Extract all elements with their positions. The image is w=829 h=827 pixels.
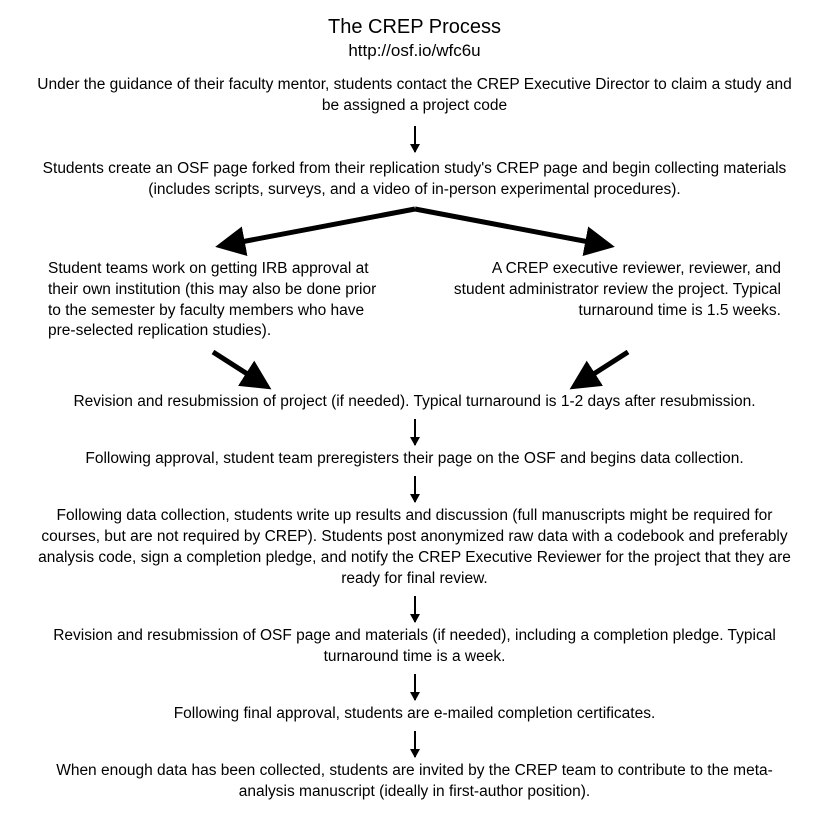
arrow-down-icon	[8, 672, 821, 702]
step-claim-study: Under the guidance of their faculty ment…	[8, 75, 821, 117]
step-preregister: Following approval, student team preregi…	[8, 449, 821, 470]
arrow-down-icon	[8, 474, 821, 504]
split-arrow-icon	[8, 205, 821, 253]
step-writeup-results: Following data collection, students writ…	[8, 506, 821, 590]
crep-process-diagram: The CREP Process http://osf.io/wfc6u Und…	[0, 0, 829, 827]
branch-right-review: A CREP executive reviewer, reviewer, and…	[440, 259, 802, 343]
diagram-title: The CREP Process	[8, 16, 821, 39]
step-create-osf-page: Students create an OSF page forked from …	[8, 159, 821, 201]
arrow-down-icon	[8, 121, 821, 157]
arrow-down-icon	[8, 417, 821, 447]
diagram-subtitle: http://osf.io/wfc6u	[8, 41, 821, 61]
step-revision-project: Revision and resubmission of project (if…	[8, 392, 821, 413]
arrow-down-icon	[8, 594, 821, 624]
step-completion-certificates: Following final approval, students are e…	[8, 704, 821, 725]
arrow-down-icon	[8, 729, 821, 759]
branch-row: Student teams work on getting IRB approv…	[8, 259, 821, 343]
step-revision-osf: Revision and resubmission of OSF page an…	[8, 626, 821, 668]
step-meta-analysis: When enough data has been collected, stu…	[8, 761, 821, 803]
branch-left-irb: Student teams work on getting IRB approv…	[28, 259, 390, 343]
merge-arrow-icon	[8, 348, 821, 392]
